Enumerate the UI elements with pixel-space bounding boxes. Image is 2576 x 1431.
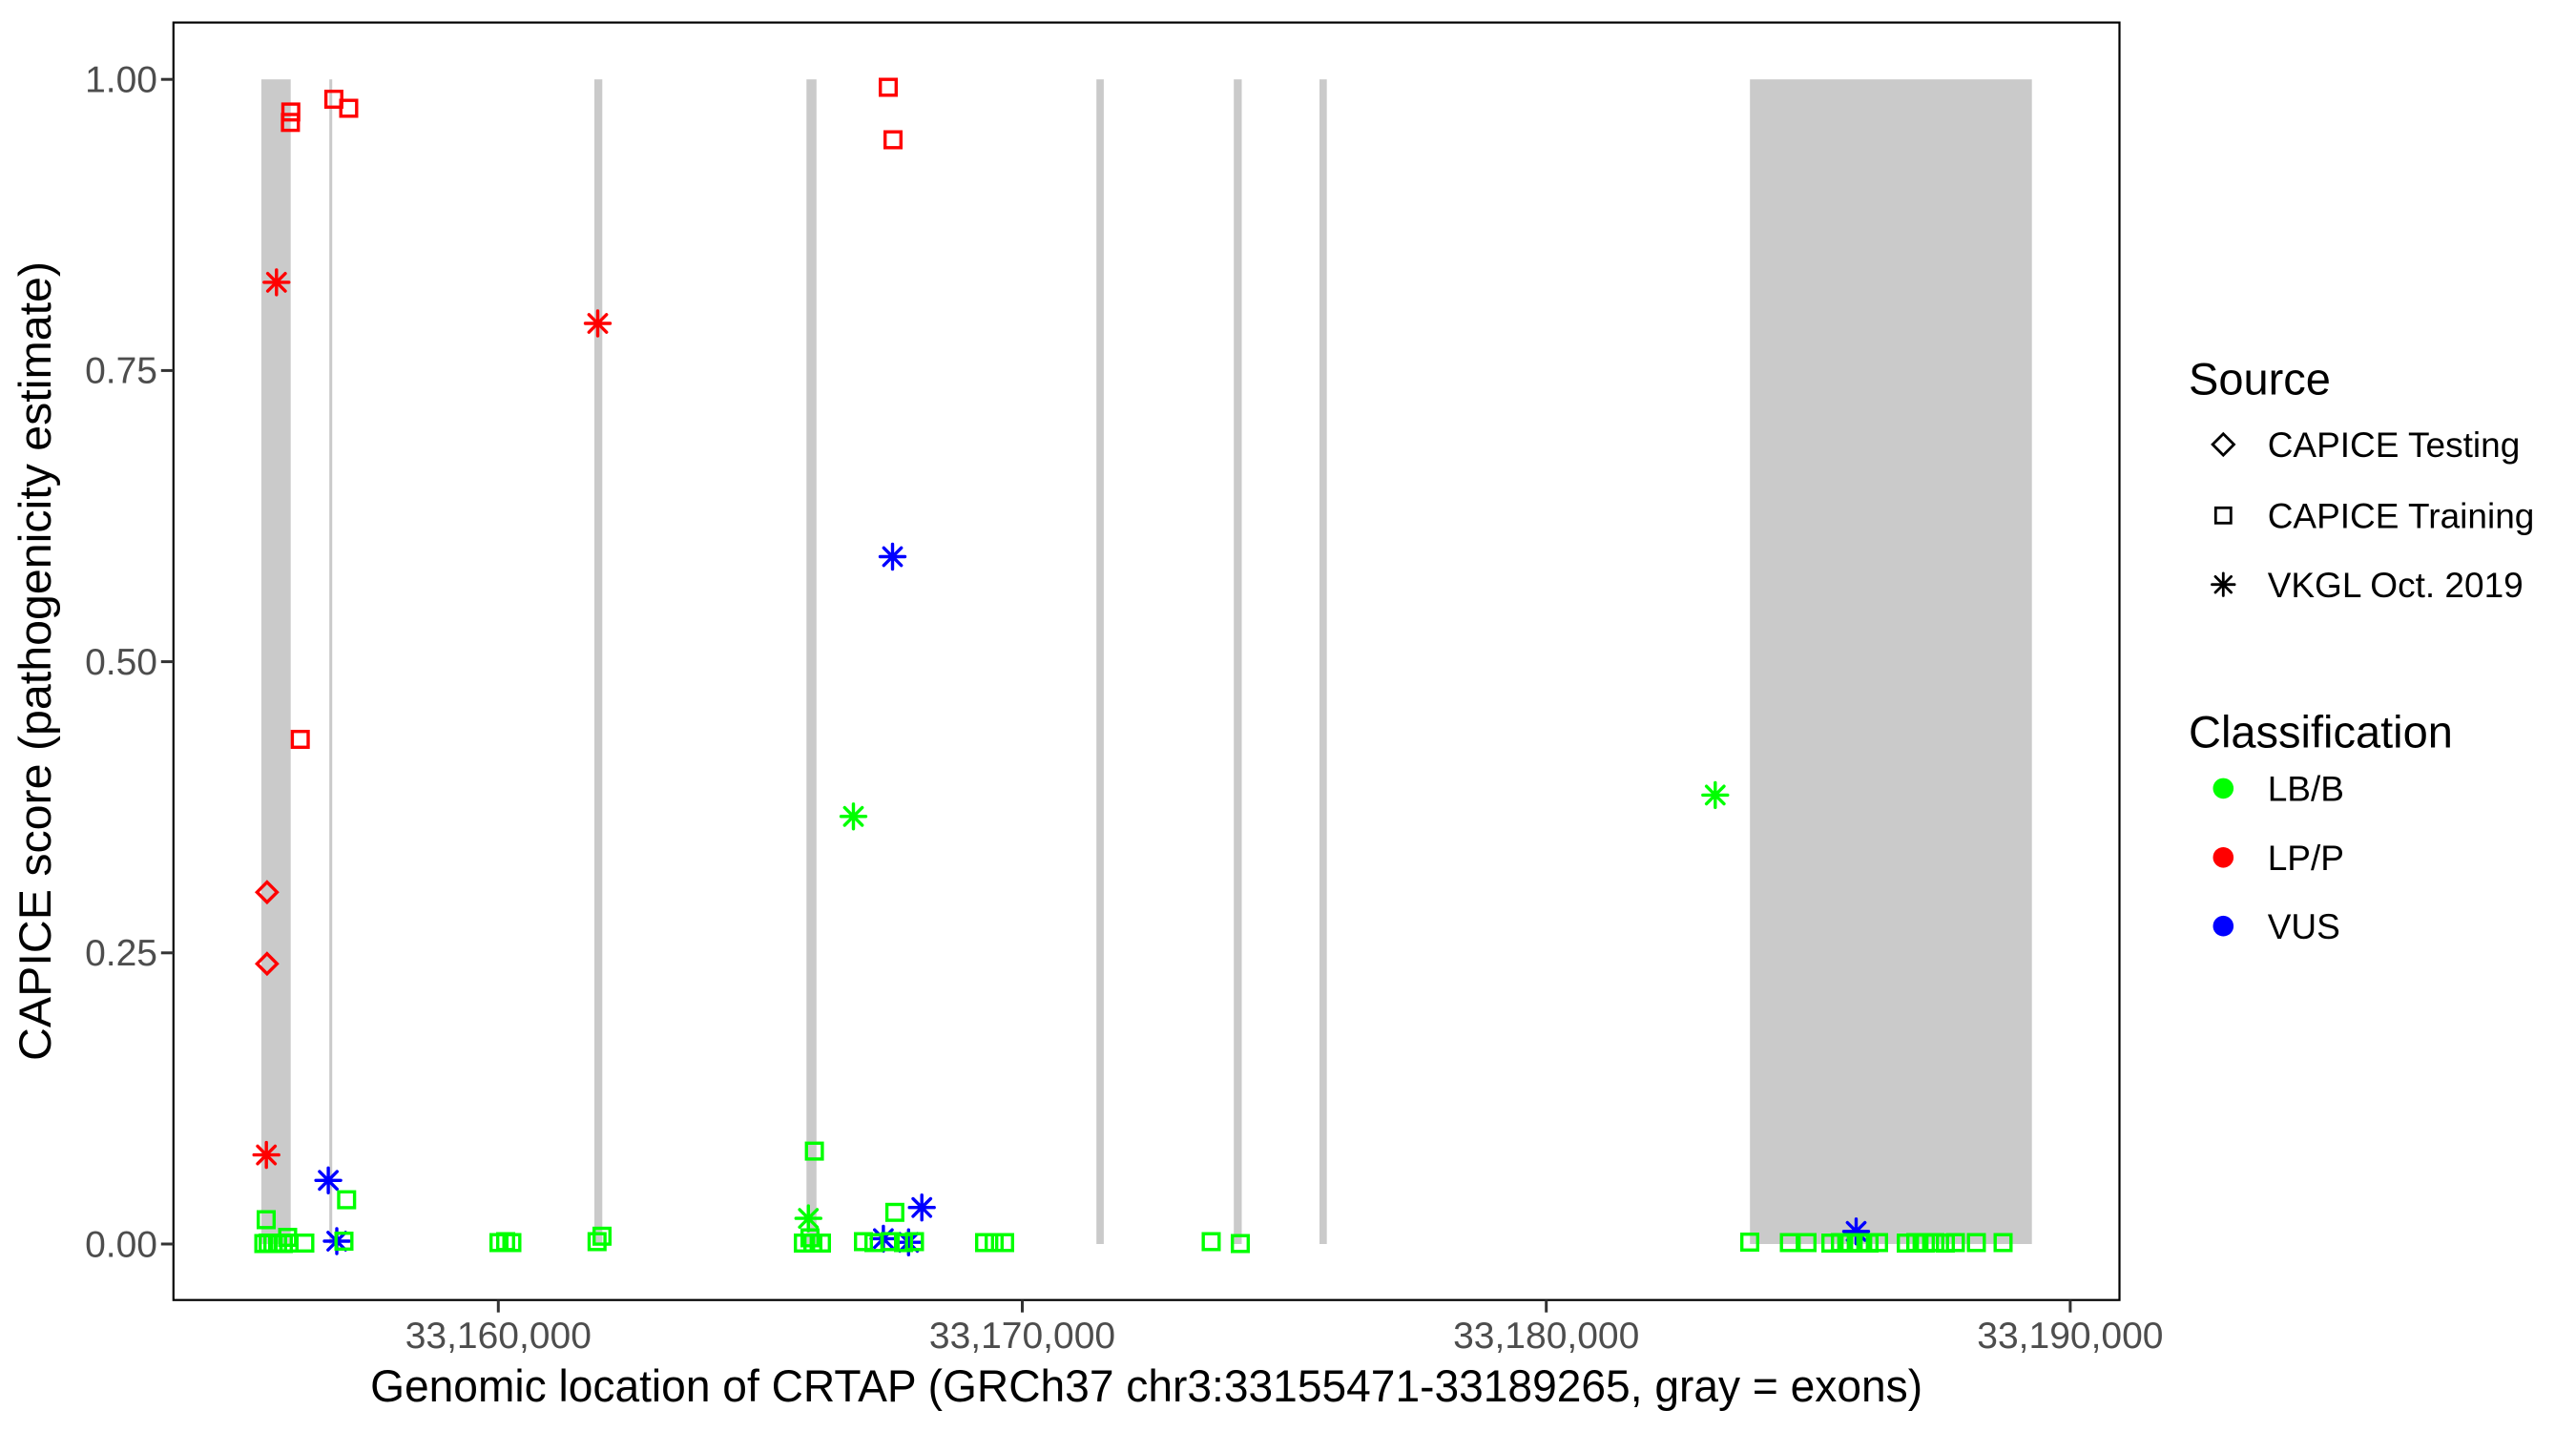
svg-text:33,170,000: 33,170,000: [929, 1316, 1115, 1357]
svg-text:0.50: 0.50: [85, 642, 157, 683]
svg-text:CAPICE Training: CAPICE Training: [2268, 497, 2535, 536]
svg-text:1.00: 1.00: [85, 60, 157, 101]
svg-text:0.75: 0.75: [85, 351, 157, 392]
svg-text:LB/B: LB/B: [2268, 770, 2344, 809]
svg-text:CAPICE Testing: CAPICE Testing: [2268, 425, 2521, 465]
svg-text:LP/P: LP/P: [2268, 839, 2344, 878]
svg-text:33,190,000: 33,190,000: [1977, 1316, 2163, 1357]
svg-text:33,160,000: 33,160,000: [405, 1316, 592, 1357]
svg-text:33,180,000: 33,180,000: [1453, 1316, 1639, 1357]
svg-text:Classification: Classification: [2189, 707, 2453, 757]
svg-text:VKGL Oct. 2019: VKGL Oct. 2019: [2268, 566, 2524, 605]
svg-text:VUS: VUS: [2268, 907, 2340, 946]
svg-text:0.00: 0.00: [85, 1224, 157, 1265]
svg-text:Genomic location of CRTAP (GRC: Genomic location of CRTAP (GRCh37 chr3:3…: [370, 1360, 1922, 1411]
svg-text:CAPICE score (pathogenicity es: CAPICE score (pathogenicity estimate): [10, 261, 60, 1061]
svg-text:0.25: 0.25: [85, 933, 157, 974]
svg-text:Source: Source: [2189, 354, 2331, 404]
